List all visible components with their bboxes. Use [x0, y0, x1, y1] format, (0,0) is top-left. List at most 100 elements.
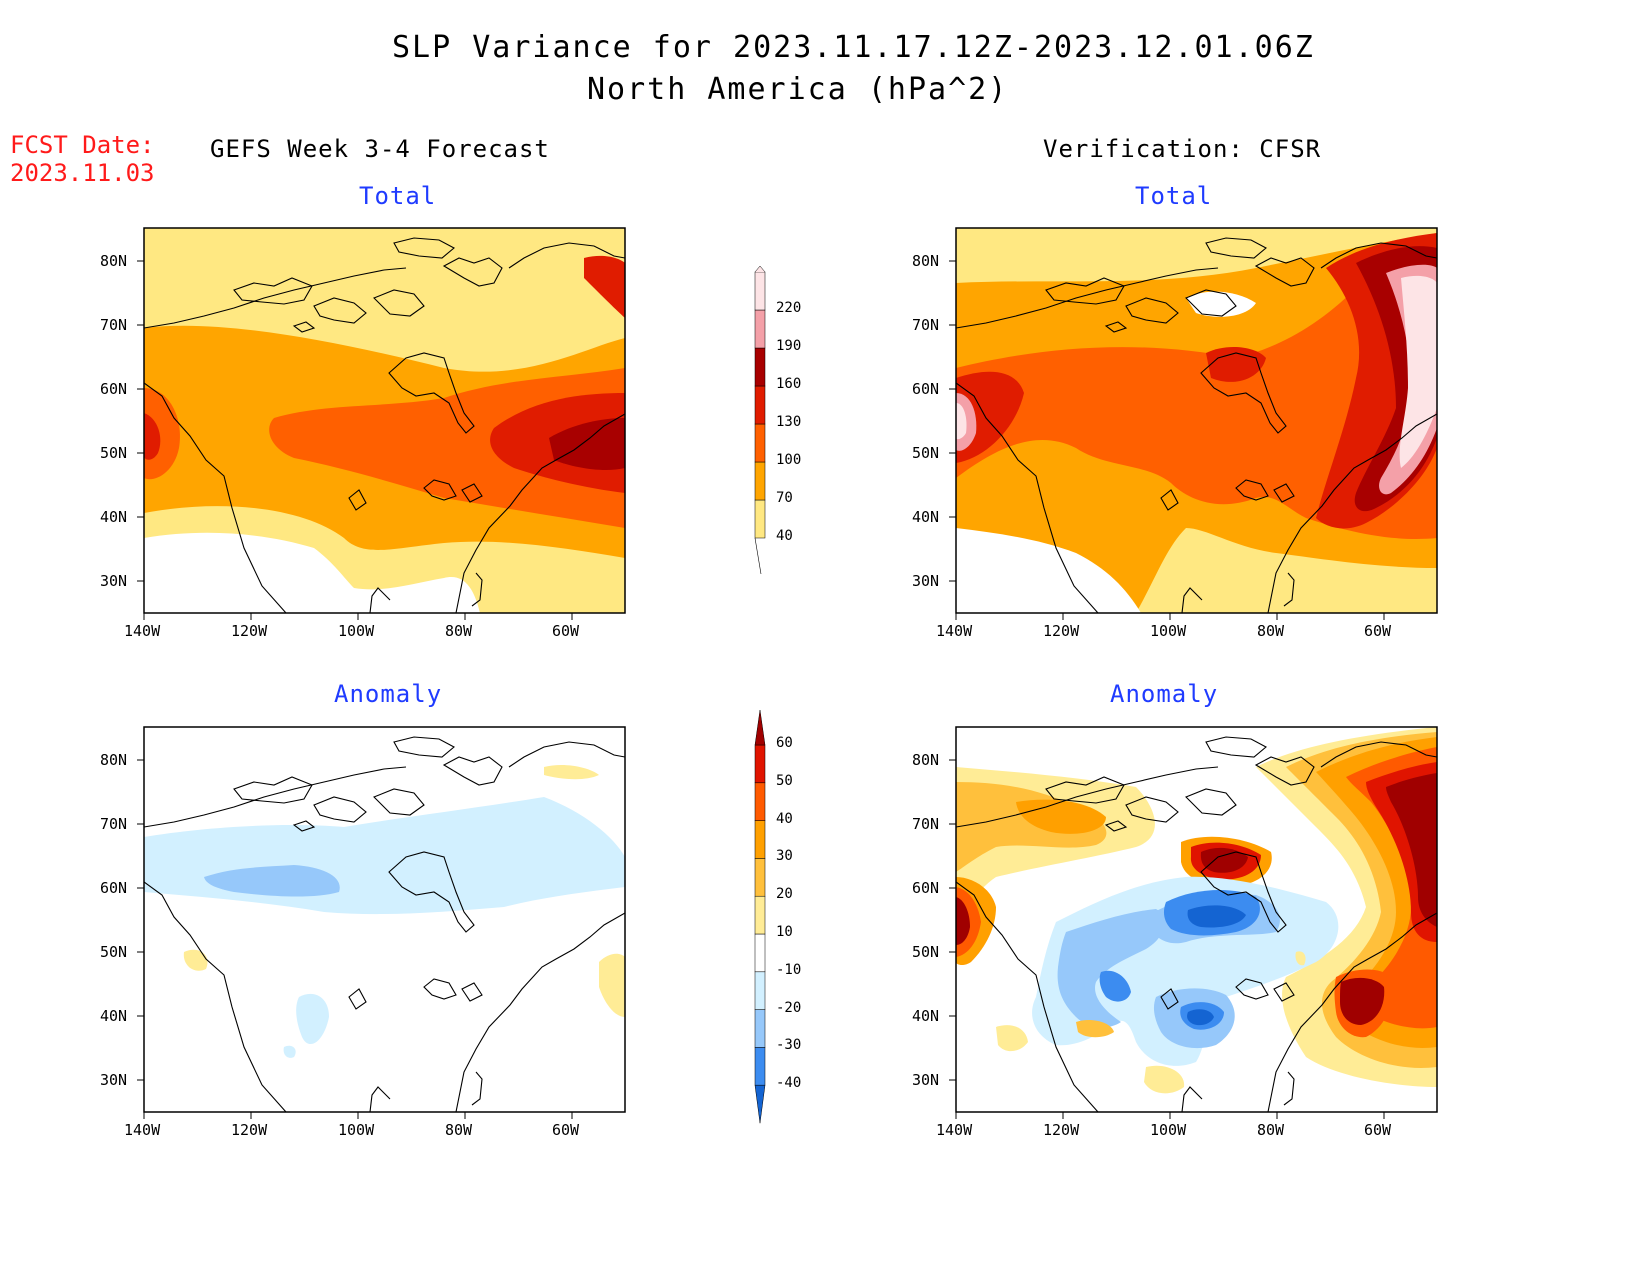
colorbar-arrow-low — [754, 1084, 766, 1124]
field-contour-region — [956, 528, 1141, 613]
coastline-segment — [313, 297, 367, 324]
lat-label: 40N — [100, 508, 128, 526]
lat-label: 50N — [100, 943, 128, 961]
coastline-segment — [1160, 489, 1179, 511]
lon-label: 100W — [338, 622, 375, 640]
lat-label: 30N — [100, 1071, 128, 1089]
colorbar-segment — [754, 858, 766, 897]
lat-label: 60N — [912, 879, 940, 897]
field-contour-region — [296, 993, 329, 1045]
coastline-segment — [144, 382, 287, 613]
map-tr-svg — [949, 227, 1438, 620]
field-contour-region — [956, 403, 967, 440]
colorbar-anomaly-label: 20 — [776, 886, 793, 903]
colorbar-segment — [754, 499, 766, 539]
coastline-segment — [455, 912, 625, 1112]
coastline-segment — [1045, 776, 1125, 804]
coastline-segment — [313, 796, 367, 823]
colorbar-total-label: 100 — [776, 452, 802, 468]
lat-label: 80N — [912, 751, 940, 769]
field-contour-region — [599, 953, 625, 1017]
coastline — [144, 237, 625, 613]
shaded-field — [144, 228, 625, 613]
colorbar-total-label: 160 — [776, 376, 802, 392]
coastline-segment — [1254, 756, 1315, 786]
lon-label: 100W — [338, 1121, 375, 1139]
coastline-segment — [461, 982, 483, 1002]
coastline-segment — [442, 756, 503, 786]
lat-label: 40N — [912, 508, 940, 526]
field-contour-region — [544, 764, 599, 780]
lon-label: 140W — [124, 1121, 161, 1139]
lat-label: 60N — [100, 879, 128, 897]
coastline-segment — [348, 988, 367, 1010]
coastline-segment — [1045, 277, 1125, 305]
colorbar-segment — [754, 744, 766, 784]
field-contour-region — [1386, 773, 1437, 927]
map-panel-forecast-total: 80N 70N 60N 50N 40N 30N 140W 120W 100W 80W 60W — [100, 227, 626, 640]
coastline-segment — [956, 267, 1219, 329]
colorbar-anomaly: -40 -30 -20 -10 10 20 30 40 50 60 — [754, 709, 815, 1135]
coastline-segment — [1205, 736, 1267, 758]
coastline-segment — [1125, 297, 1179, 324]
field-contour-region — [1076, 1020, 1114, 1038]
coastline-segment — [348, 489, 367, 511]
shaded-field — [956, 228, 1437, 613]
lat-label: 50N — [912, 444, 940, 462]
coastline-segment — [423, 978, 457, 1000]
colorbar-segment — [754, 423, 766, 463]
coastline-segment — [508, 242, 625, 269]
coastline-segment — [1235, 479, 1269, 501]
coastline-segment — [1235, 978, 1269, 1000]
coastline-segment — [1320, 741, 1437, 768]
lat-label: 30N — [100, 572, 128, 590]
lat-label: 50N — [912, 943, 940, 961]
colorbar-anomaly-label: 30 — [776, 848, 793, 865]
coastline-segment — [1283, 572, 1295, 607]
coastline-segment — [956, 881, 1099, 1112]
lat-label: 80N — [100, 751, 128, 769]
coastline-segment — [1254, 257, 1315, 287]
colorbar-anomaly-label: -10 — [776, 961, 802, 978]
map-panel-verification-anomaly: 80N 70N 60N 50N 40N 30N 140W 120W 100W 80W 60W — [912, 726, 1438, 1139]
field-contour-region — [1186, 291, 1256, 317]
colorbar-segment — [754, 782, 766, 821]
map-panel-verification-total: 80N 70N 60N 50N 40N 30N 140W 120W 100W 80W 60W — [912, 227, 1438, 640]
right-column-heading: Verification: CFSR — [1043, 135, 1322, 163]
colorbar-segment — [754, 971, 766, 1010]
field-contour-region — [1016, 799, 1106, 834]
fcst-date-value: 2023.11.03 — [10, 159, 155, 187]
coastline-segment — [1181, 587, 1203, 613]
lon-label: 140W — [936, 622, 973, 640]
field-contour-region — [549, 418, 625, 471]
field-contour-region — [1099, 970, 1131, 1002]
colorbar-arrow-high — [754, 709, 766, 746]
lat-label: 40N — [100, 1007, 128, 1025]
coastline-segment — [373, 289, 425, 317]
lon-label: 80W — [445, 1121, 473, 1139]
field-contour-region — [283, 1045, 296, 1058]
lon-label: 100W — [1150, 1121, 1187, 1139]
field-contour-region — [144, 727, 625, 1112]
coastline-segment — [508, 741, 625, 768]
coastline-segment — [233, 277, 313, 305]
coastline-segment — [471, 572, 483, 607]
lon-label: 100W — [1150, 622, 1187, 640]
coastline-segment — [373, 788, 425, 816]
colorbar-segment — [754, 461, 766, 501]
coastline-segment — [144, 881, 287, 1112]
coastline-segment — [393, 736, 455, 758]
map-bl-svg — [137, 726, 626, 1119]
coastline-segment — [1185, 788, 1237, 816]
map-frame — [143, 227, 626, 614]
field-contour-region — [224, 874, 240, 887]
coastline-segment — [1320, 242, 1437, 269]
colorbar-total-label: 220 — [776, 300, 802, 316]
colorbar-anomaly-svg — [754, 709, 766, 1124]
coastline-segment — [1200, 352, 1287, 434]
lon-label: 120W — [1043, 622, 1080, 640]
field-contour-region — [1295, 951, 1306, 966]
coastline-segment — [471, 1071, 483, 1106]
lat-label: 80N — [100, 252, 128, 270]
left-column-heading: GEFS Week 3-4 Forecast — [210, 135, 550, 163]
